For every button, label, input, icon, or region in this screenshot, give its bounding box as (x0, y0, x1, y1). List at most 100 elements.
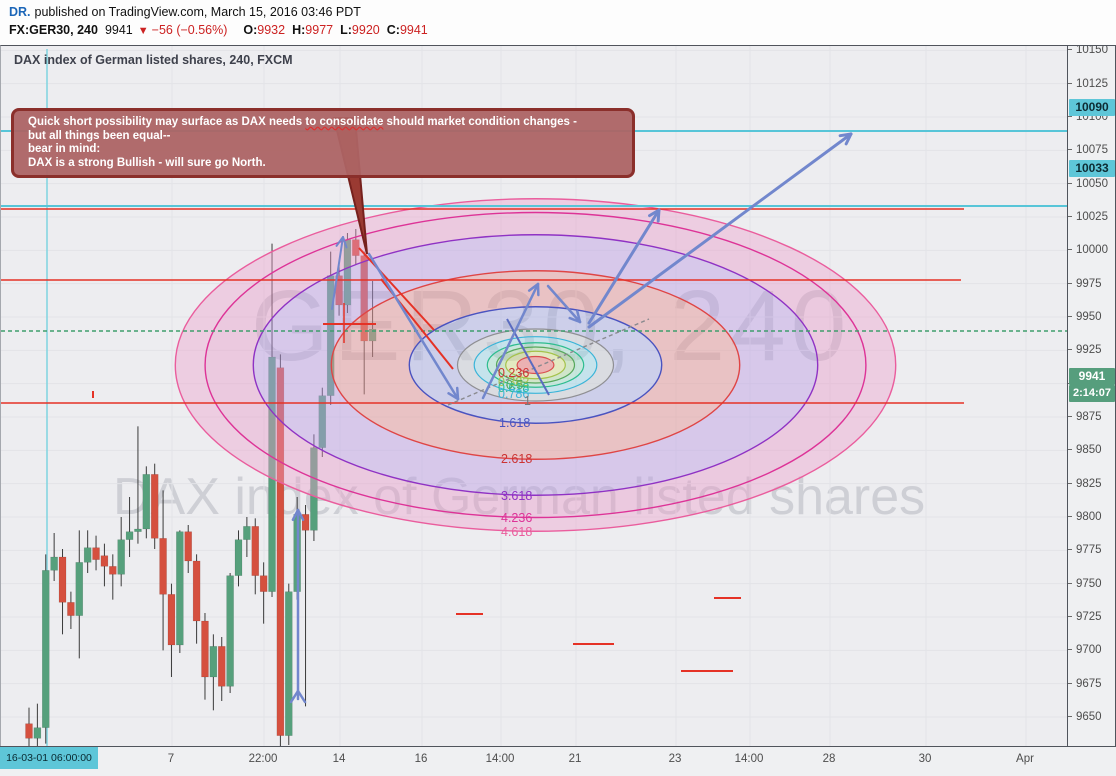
candle-body (234, 539, 243, 576)
price-tick: 10125 (1068, 78, 1115, 90)
annotation-arrow-head[interactable] (296, 508, 305, 522)
annotation-arrow-head[interactable] (838, 132, 853, 138)
annotation-arrow-shaft[interactable] (481, 282, 540, 400)
price-tick: 10150 (1068, 46, 1115, 56)
fib-circle-band (505, 351, 566, 379)
fib-level-label[interactable]: 0.382 (498, 375, 529, 389)
fib-circle-ring[interactable] (456, 328, 615, 402)
price-axis[interactable]: 9650 9675 9700 9725 9750 9775 9800 9825 9850 9875… (1067, 45, 1116, 746)
fib-level-label[interactable]: 0.5 (506, 378, 523, 392)
price-tick: 9950 (1068, 311, 1115, 323)
candle-body (83, 547, 92, 563)
price-tick: 9800 (1068, 511, 1115, 523)
candle-body (150, 474, 159, 539)
fib-level-label[interactable]: 3.618 (501, 489, 532, 503)
candle-body (184, 531, 192, 562)
fib-circle-ring[interactable] (252, 234, 819, 496)
ohlc-value: 9941 (399, 23, 428, 37)
candle-body (310, 447, 318, 531)
fib-circle-ring[interactable] (408, 306, 663, 424)
annotation-arrow-head[interactable] (291, 508, 300, 522)
candle-body (92, 547, 100, 560)
time-tick: 23 (668, 753, 682, 765)
fib-circle-ring[interactable] (473, 336, 598, 394)
candle-body (117, 539, 125, 575)
annotation-arrow-head[interactable] (568, 316, 582, 324)
annotation-arrow-head[interactable] (648, 208, 661, 218)
candle-body (42, 570, 50, 728)
fib-level-label[interactable]: 1.618 (499, 416, 530, 430)
fib-level-label[interactable]: 0.618 (498, 381, 529, 395)
candle-body (50, 556, 58, 571)
description-watermark: DAX index of German listed shares (113, 468, 926, 526)
ohlc-value: 9932 (257, 23, 286, 37)
chart-pane[interactable]: GER30, 240 DAX index of German listed sh… (0, 45, 1067, 746)
symbol-name[interactable]: FX:GER30, 240 (9, 23, 98, 37)
candle-body (318, 395, 327, 448)
candle-body (251, 526, 260, 576)
fib-circle-ring[interactable] (495, 346, 576, 384)
callout-line: DAX is a strong Bullish - will sure go N… (28, 156, 266, 169)
fib-level-label[interactable]: 4.618 (501, 525, 532, 539)
candle-body (100, 555, 109, 567)
fib-level-label[interactable]: 2.618 (501, 452, 532, 466)
price-line-badge: 10090 (1069, 99, 1115, 116)
ohlc-label: O: (243, 23, 258, 37)
annotation-arrow-head[interactable] (527, 282, 540, 292)
fib-level-label[interactable]: 4.236 (501, 511, 532, 525)
annotation-arrow-shaft[interactable] (587, 208, 661, 325)
fib-circle-ring[interactable] (174, 198, 897, 532)
candle-body (134, 528, 142, 532)
fib-level-label[interactable]: 0.236 (498, 366, 529, 380)
annotation-arrow-head[interactable] (455, 386, 460, 401)
price-tick: 9925 (1068, 344, 1115, 356)
author-name[interactable]: DR. (9, 5, 31, 19)
underlined-phrase: to consolidate (305, 116, 384, 128)
annotation-arrow-shaft[interactable] (331, 236, 344, 310)
candle-body (176, 531, 184, 646)
symbol-ticker-row: FX:GER30, 240 9941 ▼ −56 (−0.56%) O:9932 H:99… (9, 23, 428, 37)
candle-body (201, 620, 209, 678)
fib-circle-ring[interactable] (505, 350, 566, 380)
fib-circle-ring[interactable] (486, 342, 585, 388)
annotation-arrow-head[interactable] (342, 236, 348, 249)
fib-circle-ring[interactable] (516, 355, 555, 375)
fib-circle-ring[interactable] (204, 211, 867, 519)
candle-body (75, 562, 84, 616)
callout-line: but all things been equal-- (28, 129, 171, 142)
price-tick: 9725 (1068, 611, 1115, 623)
annotation-arrow-head[interactable] (335, 236, 344, 247)
annotation-arrow-head[interactable] (447, 392, 460, 401)
red-trend-segment[interactable] (358, 247, 435, 331)
annotation-arrow-head[interactable] (576, 310, 582, 324)
fib-level-label[interactable]: 0.786 (498, 387, 529, 401)
candle-body (285, 591, 293, 736)
price-tick: 9750 (1068, 578, 1115, 590)
price-tick: 10025 (1068, 211, 1115, 223)
time-tick: 22:00 (248, 753, 278, 765)
note-callout[interactable]: Quick short possibility may surface as D… (11, 108, 635, 178)
fib-baseline-dashed[interactable] (447, 318, 650, 406)
time-tick: 7 (167, 753, 175, 765)
annotation-arrow-head[interactable] (844, 132, 853, 146)
time-axis[interactable]: 16-03-01 06:00:00 7 22:00 14 16 14:00 21 23 14:… (0, 746, 1116, 776)
fib-circle-ring[interactable] (330, 270, 741, 460)
fib-level-label[interactable]: 1 (524, 394, 531, 408)
down-triangle-icon: ▼ (137, 25, 149, 37)
candle-body (109, 566, 117, 575)
annotation-arrow-shaft[interactable] (587, 132, 853, 329)
header-bar: DR. published on TradingView.com, March 1… (0, 0, 1116, 45)
annotation-arrow-shaft[interactable] (546, 284, 582, 324)
chevron-up-icon[interactable] (289, 688, 307, 704)
price-tick: 9875 (1068, 411, 1115, 423)
candle-body (58, 556, 67, 603)
candle-body (301, 514, 310, 531)
price-tick: 9675 (1068, 678, 1115, 690)
annotation-arrow-shaft[interactable] (367, 252, 460, 401)
annotation-arrow-head[interactable] (656, 208, 661, 223)
last-price-badge: 9941 (1069, 368, 1115, 385)
candle-body (243, 526, 251, 540)
publish-byline: DR. published on TradingView.com, March 1… (9, 5, 361, 19)
